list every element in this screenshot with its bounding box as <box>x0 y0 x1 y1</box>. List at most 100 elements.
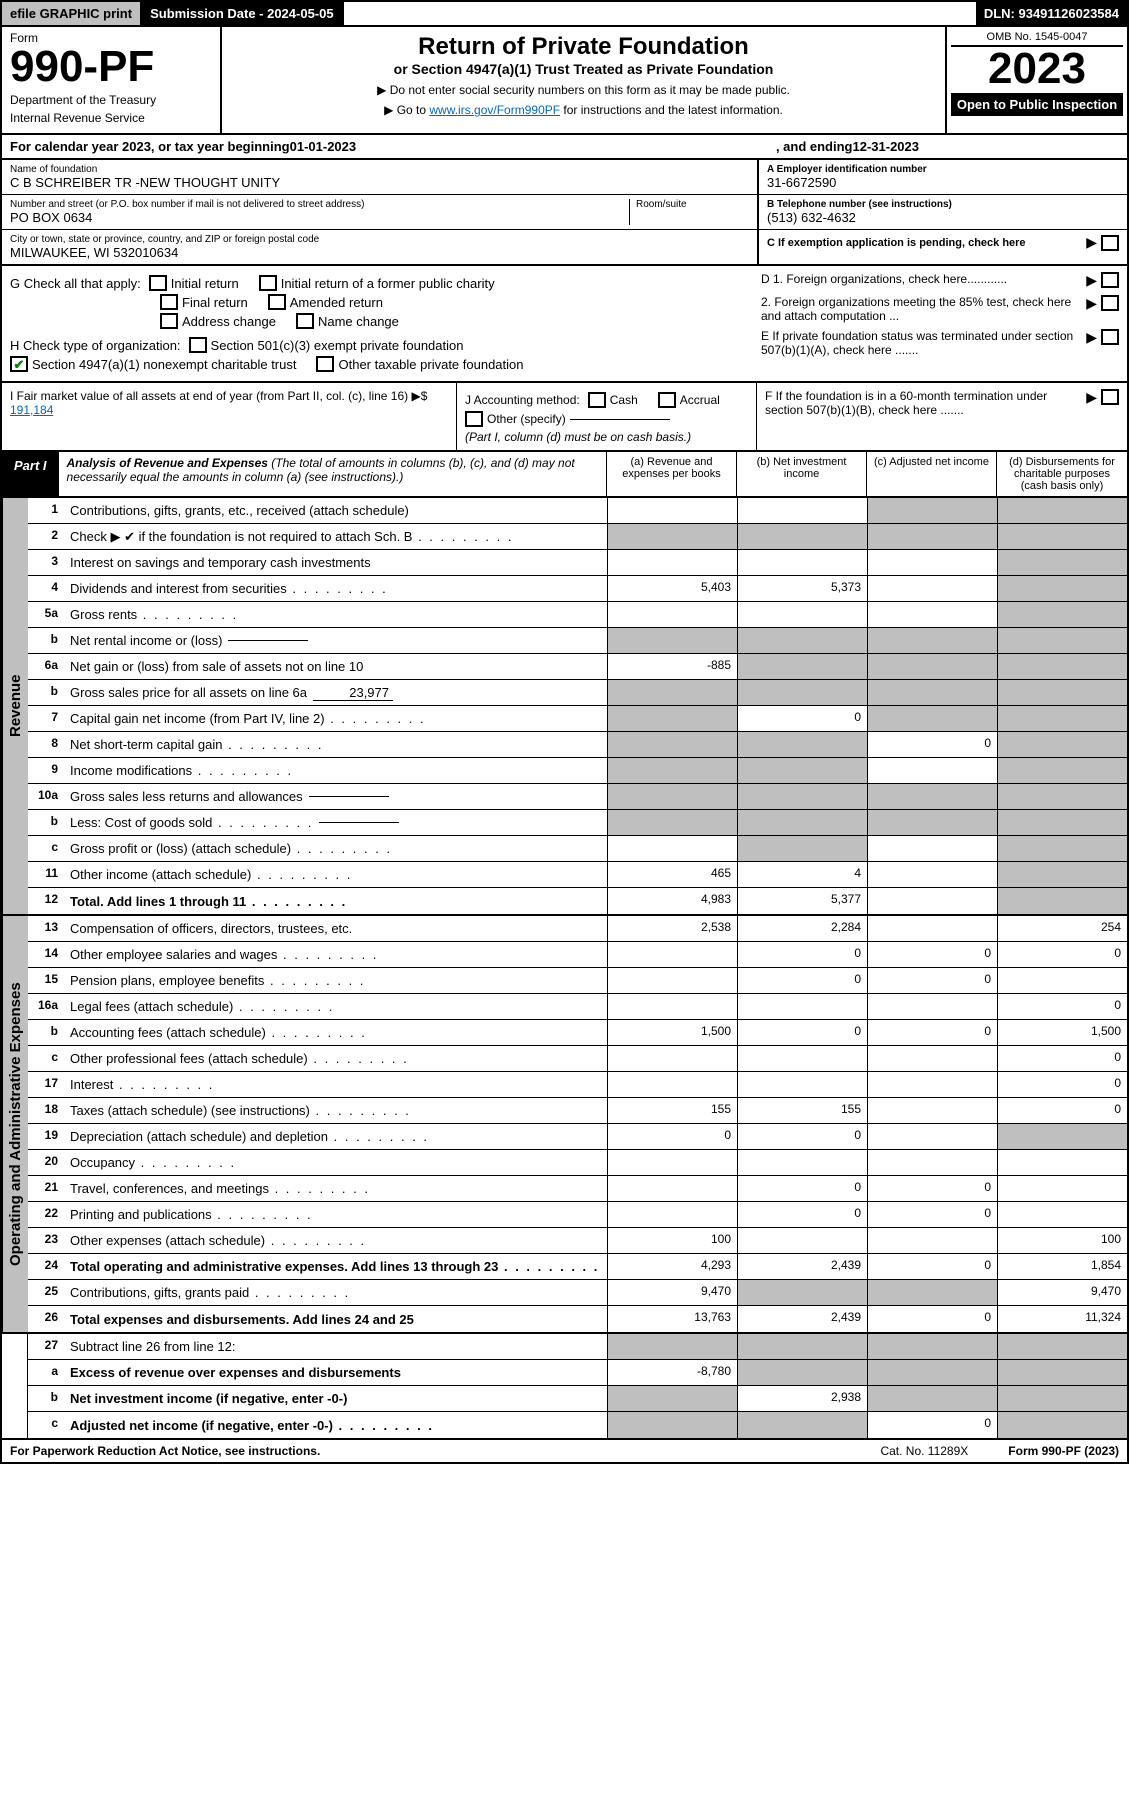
value-cell <box>997 758 1127 783</box>
calendar-year-row: For calendar year 2023, or tax year begi… <box>0 135 1129 160</box>
j-check-other[interactable] <box>465 411 483 427</box>
value-cell <box>607 1334 737 1359</box>
line-number: 24 <box>28 1254 64 1279</box>
foundation-name: C B SCHREIBER TR -NEW THOUGHT UNITY <box>10 175 749 190</box>
table-row: 13Compensation of officers, directors, t… <box>28 916 1127 942</box>
value-cell <box>737 732 867 757</box>
j-check-accrual[interactable] <box>658 392 676 408</box>
value-cell <box>867 1360 997 1385</box>
footer-cat: Cat. No. 11289X <box>880 1444 968 1458</box>
value-cell: 2,439 <box>737 1306 867 1332</box>
line-description: Occupancy <box>64 1150 607 1175</box>
g-check-address[interactable] <box>160 313 178 329</box>
note-link: ▶ Go to www.irs.gov/Form990PF for instru… <box>232 103 935 117</box>
value-cell: 1,500 <box>997 1020 1127 1045</box>
value-cell: 1,500 <box>607 1020 737 1045</box>
value-cell <box>997 1150 1127 1175</box>
value-cell: 465 <box>607 862 737 887</box>
value-cell: 0 <box>737 706 867 731</box>
line-description: Capital gain net income (from Part IV, l… <box>64 706 607 731</box>
value-cell <box>737 836 867 861</box>
line-number: c <box>28 1412 64 1438</box>
part1-header: Part I Analysis of Revenue and Expenses … <box>0 452 1129 498</box>
f-checkbox[interactable] <box>1101 389 1119 405</box>
value-cell <box>997 1360 1127 1385</box>
value-cell: 0 <box>867 1202 997 1227</box>
line-description: Other professional fees (attach schedule… <box>64 1046 607 1071</box>
table-row: cGross profit or (loss) (attach schedule… <box>28 836 1127 862</box>
table-row: 22Printing and publications00 <box>28 1202 1127 1228</box>
value-cell <box>607 732 737 757</box>
expenses-side-label: Operating and Administrative Expenses <box>2 916 28 1332</box>
line-number: 6a <box>28 654 64 679</box>
j-check-cash[interactable] <box>588 392 606 408</box>
line-description: Other expenses (attach schedule) <box>64 1228 607 1253</box>
value-cell <box>607 968 737 993</box>
table-row: 24Total operating and administrative exp… <box>28 1254 1127 1280</box>
table-row: 7Capital gain net income (from Part IV, … <box>28 706 1127 732</box>
g-check-amended[interactable] <box>268 294 286 310</box>
value-cell: 0 <box>997 1046 1127 1071</box>
line-number: c <box>28 1046 64 1071</box>
h-check-4947[interactable]: ✔ <box>10 356 28 372</box>
col-b-header: (b) Net investment income <box>737 452 867 496</box>
value-cell <box>997 1124 1127 1149</box>
room-label: Room/suite <box>636 199 749 210</box>
value-cell <box>607 706 737 731</box>
value-cell: 0 <box>997 1098 1127 1123</box>
g-check-initial[interactable] <box>149 275 167 291</box>
value-cell <box>737 1334 867 1359</box>
line-number: 27 <box>28 1334 64 1359</box>
line-number: b <box>28 810 64 835</box>
value-cell <box>867 1334 997 1359</box>
value-cell <box>997 836 1127 861</box>
c-checkbox[interactable] <box>1101 235 1119 251</box>
g-check-final[interactable] <box>160 294 178 310</box>
value-cell: 0 <box>997 942 1127 967</box>
value-cell <box>607 1150 737 1175</box>
value-cell: 13,763 <box>607 1306 737 1332</box>
table-row: 21Travel, conferences, and meetings00 <box>28 1176 1127 1202</box>
value-cell: -885 <box>607 654 737 679</box>
value-cell: 0 <box>867 1412 997 1438</box>
table-row: 17Interest0 <box>28 1072 1127 1098</box>
value-cell: 5,403 <box>607 576 737 601</box>
form-number: 990-PF <box>10 45 212 89</box>
arrow-icon: ▶ <box>1086 234 1097 251</box>
value-cell <box>867 602 997 627</box>
value-cell <box>867 758 997 783</box>
value-cell <box>867 654 997 679</box>
h-check-other-taxable[interactable] <box>316 356 334 372</box>
line-description: Dividends and interest from securities <box>64 576 607 601</box>
line-description: Gross sales less returns and allowances <box>64 784 607 809</box>
d1-checkbox[interactable] <box>1101 272 1119 288</box>
value-cell <box>737 1360 867 1385</box>
f-label: F If the foundation is in a 60-month ter… <box>765 389 1082 417</box>
line-description: Interest <box>64 1072 607 1097</box>
value-cell <box>867 862 997 887</box>
line-description: Less: Cost of goods sold <box>64 810 607 835</box>
table-row: 20Occupancy <box>28 1150 1127 1176</box>
line-number: 9 <box>28 758 64 783</box>
value-cell <box>997 498 1127 523</box>
irs-link[interactable]: www.irs.gov/Form990PF <box>429 103 560 117</box>
g-check-initial-former[interactable] <box>259 275 277 291</box>
h-label: H Check type of organization: <box>10 338 181 353</box>
efile-label[interactable]: efile GRAPHIC print <box>2 2 142 25</box>
h-check-501c3[interactable] <box>189 337 207 353</box>
foundation-city: MILWAUKEE, WI 532010634 <box>10 245 749 260</box>
line-description: Adjusted net income (if negative, enter … <box>64 1412 607 1438</box>
g-label: G Check all that apply: <box>10 276 141 291</box>
value-cell: 0 <box>867 1306 997 1332</box>
name-label: Name of foundation <box>10 164 749 175</box>
d2-checkbox[interactable] <box>1101 295 1119 311</box>
line-description: Net investment income (if negative, ente… <box>64 1386 607 1411</box>
g-check-name[interactable] <box>296 313 314 329</box>
table-row: 19Depreciation (attach schedule) and dep… <box>28 1124 1127 1150</box>
e-checkbox[interactable] <box>1101 329 1119 345</box>
dept-irs: Internal Revenue Service <box>10 111 212 125</box>
form-id-box: Form 990-PF Department of the Treasury I… <box>2 27 222 133</box>
line-number: 21 <box>28 1176 64 1201</box>
line-number: 25 <box>28 1280 64 1305</box>
value-cell <box>997 706 1127 731</box>
